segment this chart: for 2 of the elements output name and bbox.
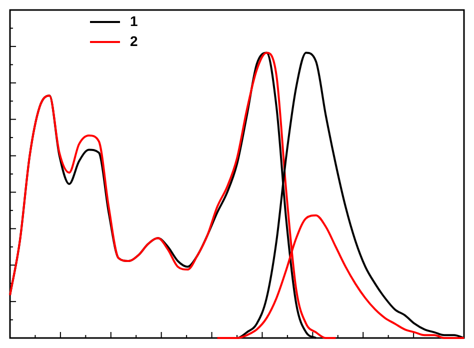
legend-label: 2 xyxy=(130,32,138,49)
legend-label: 1 xyxy=(130,12,138,29)
